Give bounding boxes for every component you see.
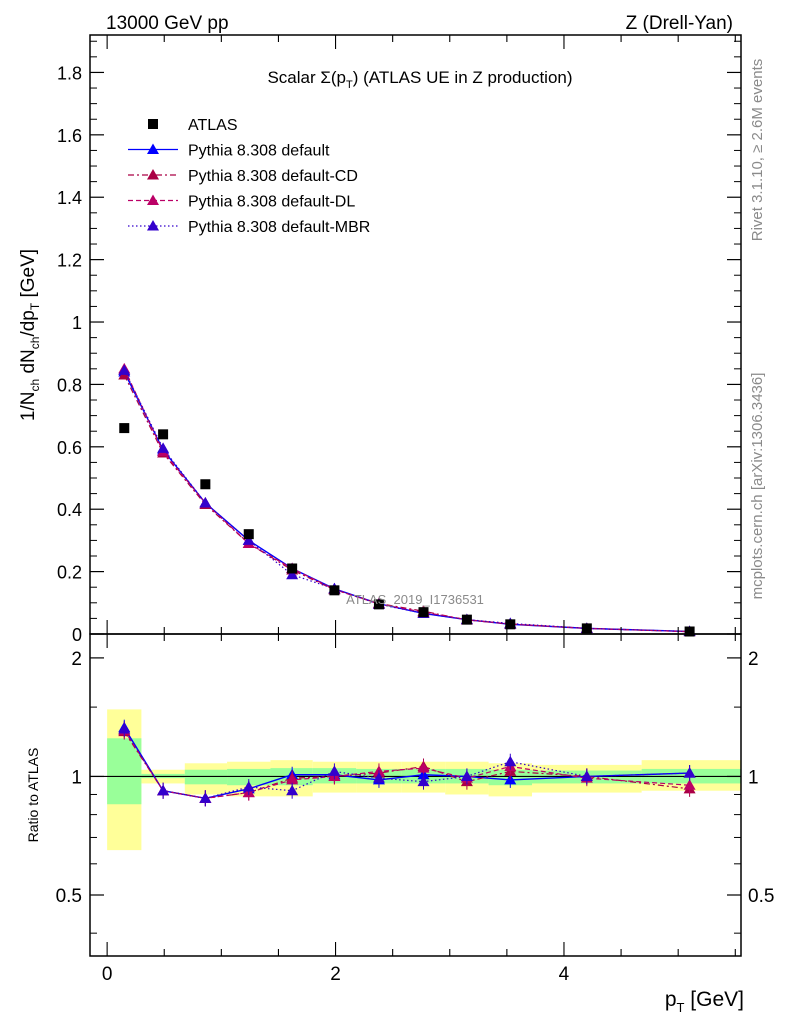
main-point-data-4 <box>287 563 298 574</box>
ratio-point-mbr-7 <box>417 775 430 787</box>
main-point-data-3 <box>243 529 254 540</box>
band-inner-0 <box>107 738 142 805</box>
ratio-ytick-label-0: 0.5 <box>56 886 82 907</box>
main-ytick-label-3: 0.6 <box>57 438 82 458</box>
process-label: Z (Drell-Yan) <box>626 13 733 34</box>
legend-marker-dl <box>147 194 159 205</box>
main-point-mbr-1 <box>157 442 170 453</box>
band-inner-3 <box>227 768 271 786</box>
ratio-point-mbr-8 <box>460 770 473 781</box>
ratio-series-layer <box>118 719 696 807</box>
watermark: ATLAS_2019_I1736531 <box>346 592 484 607</box>
main-point-data-5 <box>329 585 340 596</box>
ratio-panel: 0.5 0.5 1 1 2 2 0 2 4 Ratio to ATLAS <box>25 633 774 985</box>
main-axis-ticks: 0 0.2 0.4 0.6 0.8 1 1.2 1.4 1.6 1.8 <box>57 35 741 645</box>
rivet-label: Rivet 3.1.10, ≥ 2.6M events <box>749 59 766 242</box>
ratio-point-mbr-5 <box>328 765 341 776</box>
xtick-label-2: 4 <box>559 964 570 985</box>
ratio-ytick-label-right-1: 1 <box>748 767 759 788</box>
main-ytick-label-5: 1 <box>72 313 82 333</box>
main-ytick-label-2: 0.4 <box>57 500 82 520</box>
mcplots-label: mcplots.cern.ch [arXiv:1306.3436] <box>749 373 766 600</box>
main-point-mbr-0 <box>118 364 131 375</box>
legend-marker-cd <box>147 169 159 180</box>
plot-title: Scalar Σ(pT) (ATLAS UE in Z production) <box>267 68 572 91</box>
ratio-ytick-label-right-0: 0.5 <box>748 886 774 907</box>
legend-marker-mbr <box>147 220 159 231</box>
ratio-point-mbr-3 <box>242 781 255 792</box>
main-point-data-10 <box>581 623 592 634</box>
energy-label: 13000 GeV pp <box>106 13 229 34</box>
ratio-ytick-label-2: 2 <box>71 649 82 670</box>
main-point-data-2 <box>200 479 211 490</box>
main-point-mbr-4 <box>286 568 299 580</box>
main-ytick-label-8: 1.6 <box>57 126 82 146</box>
legend: ATLAS Pythia 8.308 default Pythia 8.308 de… <box>128 117 370 236</box>
main-point-data-1 <box>158 429 169 440</box>
legend-label-dl: Pythia 8.308 default-DL <box>188 194 355 211</box>
ratio-axis-ticks: 0.5 0.5 1 1 2 2 0 2 4 <box>56 634 774 985</box>
ratio-frame <box>89 633 742 957</box>
ratio-point-mbr-0 <box>118 722 131 734</box>
main-point-mbr-3 <box>242 534 255 545</box>
main-point-mbr-2 <box>199 496 212 508</box>
ratio-point-mbr-11 <box>683 767 696 778</box>
ratio-point-mbr-1 <box>157 784 170 796</box>
main-line-mbr <box>123 370 690 633</box>
main-point-data-6 <box>373 599 384 610</box>
main-point-data-0 <box>119 423 130 434</box>
ratio-line-mbr <box>123 728 690 799</box>
ratio-ylabel: Ratio to ATLAS <box>25 748 41 843</box>
ratio-point-mbr-4 <box>286 784 299 796</box>
ratio-point-mbr-9 <box>504 755 517 767</box>
main-panel: 0 0.2 0.4 0.6 0.8 1 1.2 1.4 1.6 1.8 Scalar Σ(pT) … <box>18 34 742 645</box>
legend-marker-data <box>148 119 158 129</box>
ratio-point-dl-4 <box>286 773 299 785</box>
main-point-data-8 <box>461 614 472 625</box>
main-point-data-9 <box>505 619 516 630</box>
ratio-point-mbr-6 <box>372 772 385 783</box>
ratio-point-mbr-10 <box>580 770 593 781</box>
main-point-data-7 <box>418 607 429 618</box>
legend-label-mbr: Pythia 8.308 default-MBR <box>188 219 370 236</box>
main-ytick-label-7: 1.4 <box>57 188 82 208</box>
main-ytick-label-1: 0.2 <box>57 563 82 583</box>
ratio-point-dl-7 <box>417 762 430 773</box>
xtick-label-1: 2 <box>330 964 341 985</box>
main-ylabel: 1/Nch dNch/dpT [GeV] <box>18 249 42 421</box>
main-ytick-label-6: 1.2 <box>57 251 82 271</box>
main-ytick-label-0: 0 <box>72 625 82 645</box>
ratio-ytick-label-right-2: 2 <box>748 649 759 670</box>
ratio-point-dl-11 <box>683 779 696 790</box>
legend-label-cd: Pythia 8.308 default-CD <box>188 168 358 185</box>
legend-label-default: Pythia 8.308 default <box>188 143 330 160</box>
main-point-data-11 <box>684 626 695 637</box>
legend-marker-default <box>147 143 159 154</box>
x-axis-label: pT [GeV] <box>665 988 744 1015</box>
legend-label-data: ATLAS <box>188 117 238 134</box>
xtick-label-0: 0 <box>102 964 113 985</box>
main-ytick-label-4: 0.8 <box>57 375 82 395</box>
main-ytick-label-9: 1.8 <box>57 63 82 83</box>
ratio-ytick-label-1: 1 <box>71 767 82 788</box>
ratio-point-mbr-2 <box>199 792 212 803</box>
